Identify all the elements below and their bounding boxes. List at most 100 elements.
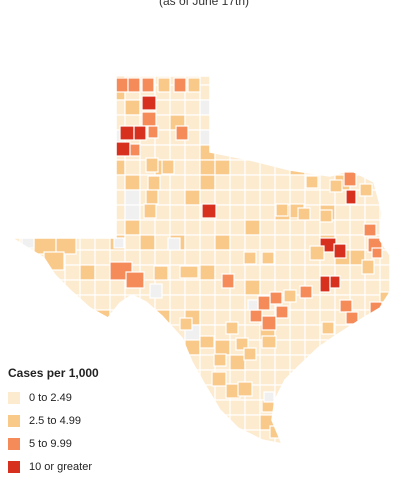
- county-cell: [12, 129, 21, 146]
- county-cell: [244, 264, 261, 281]
- county-cell: [169, 339, 186, 356]
- county-cell: [169, 204, 186, 221]
- county-cell: [364, 354, 381, 371]
- county-cell: [124, 234, 141, 251]
- county-cell: [19, 294, 36, 311]
- county-cell: [244, 279, 261, 296]
- county-no-data: [247, 299, 259, 311]
- county-highlight: [141, 77, 155, 93]
- county-cell: [199, 399, 216, 416]
- county-cell: [319, 369, 336, 386]
- county-cell: [199, 309, 216, 326]
- county-highlight: [179, 317, 193, 331]
- county-cell: [49, 144, 66, 161]
- county-cell: [274, 189, 291, 206]
- county-highlight: [305, 175, 319, 189]
- county-cell: [349, 204, 366, 221]
- county-cell: [244, 414, 261, 431]
- county-cell: [34, 339, 51, 356]
- county-cell: [379, 114, 390, 131]
- county-cell: [109, 324, 126, 341]
- county-cell: [64, 159, 81, 176]
- county-cell: [259, 174, 276, 191]
- county-cell: [12, 309, 21, 326]
- county-no-data: [149, 283, 163, 299]
- county-cell: [379, 339, 390, 356]
- county-cell: [199, 429, 216, 444]
- county-cell: [199, 99, 216, 116]
- county-cell: [304, 76, 321, 86]
- county-cell: [379, 174, 390, 191]
- county-cell: [64, 339, 81, 356]
- county-cell: [379, 84, 390, 101]
- county-cell: [34, 159, 51, 176]
- county-cell: [184, 159, 201, 176]
- county-cell: [19, 144, 36, 161]
- county-cell: [244, 174, 261, 191]
- county-highlight: [235, 337, 249, 351]
- county-cell: [79, 159, 96, 176]
- county-cell: [34, 99, 51, 116]
- county-cell: [94, 76, 111, 86]
- county-cell: [19, 84, 36, 101]
- county-cell: [349, 84, 366, 101]
- county-cell: [289, 264, 306, 281]
- county-cell: [274, 324, 291, 341]
- county-cell: [200, 445, 215, 460]
- county-cell: [289, 414, 306, 431]
- county-highlight: [333, 243, 347, 259]
- county-cell: [289, 384, 306, 401]
- county-cell: [259, 369, 276, 386]
- county-highlight: [261, 315, 277, 331]
- county-highlight: [143, 203, 157, 219]
- county-cell: [289, 339, 306, 356]
- county-cell: [229, 429, 246, 444]
- county-highlight: [145, 157, 159, 173]
- county-cell: [274, 174, 291, 191]
- county-highlight: [257, 295, 271, 311]
- map-legend: Cases per 1,000 0 to 2.49 2.5 to 4.99 5 …: [8, 366, 168, 478]
- county-cell: [334, 99, 351, 116]
- county-cell: [199, 219, 216, 236]
- county-cell: [349, 144, 366, 161]
- county-cell: [34, 279, 51, 296]
- county-cell: [124, 339, 141, 356]
- county-cell: [229, 114, 246, 131]
- county-highlight: [141, 111, 157, 127]
- county-highlight: [243, 347, 257, 361]
- county-cell: [304, 129, 321, 146]
- county-highlight: [359, 183, 373, 197]
- county-highlight: [361, 259, 375, 275]
- county-cell: [349, 99, 366, 116]
- county-cell: [229, 76, 246, 86]
- county-cell: [304, 99, 321, 116]
- county-cell: [289, 159, 306, 176]
- county-cell: [64, 114, 81, 131]
- county-cell: [334, 429, 351, 444]
- county-cell: [229, 234, 246, 251]
- county-cell: [379, 354, 390, 371]
- county-cell: [124, 204, 141, 221]
- county-cell: [109, 204, 126, 221]
- county-highlight: [345, 311, 359, 325]
- county-cell: [334, 414, 351, 431]
- county-highlight: [213, 353, 227, 367]
- county-cell: [364, 384, 381, 401]
- county-cell: [12, 114, 21, 131]
- county-highlight: [179, 265, 199, 279]
- county-cell: [184, 234, 201, 251]
- county-cell: [304, 114, 321, 131]
- county-cell: [244, 189, 261, 206]
- county-cell: [64, 309, 81, 326]
- county-cell: [349, 279, 366, 296]
- legend-swatch-low: [8, 391, 20, 404]
- county-cell: [94, 294, 111, 311]
- county-cell: [19, 339, 36, 356]
- county-cell: [109, 279, 126, 296]
- county-cell: [319, 76, 336, 86]
- county-cell: [139, 309, 156, 326]
- county-highlight: [321, 321, 335, 335]
- county-cell: [184, 204, 201, 221]
- county-cell: [304, 219, 321, 236]
- county-cell: [349, 339, 366, 356]
